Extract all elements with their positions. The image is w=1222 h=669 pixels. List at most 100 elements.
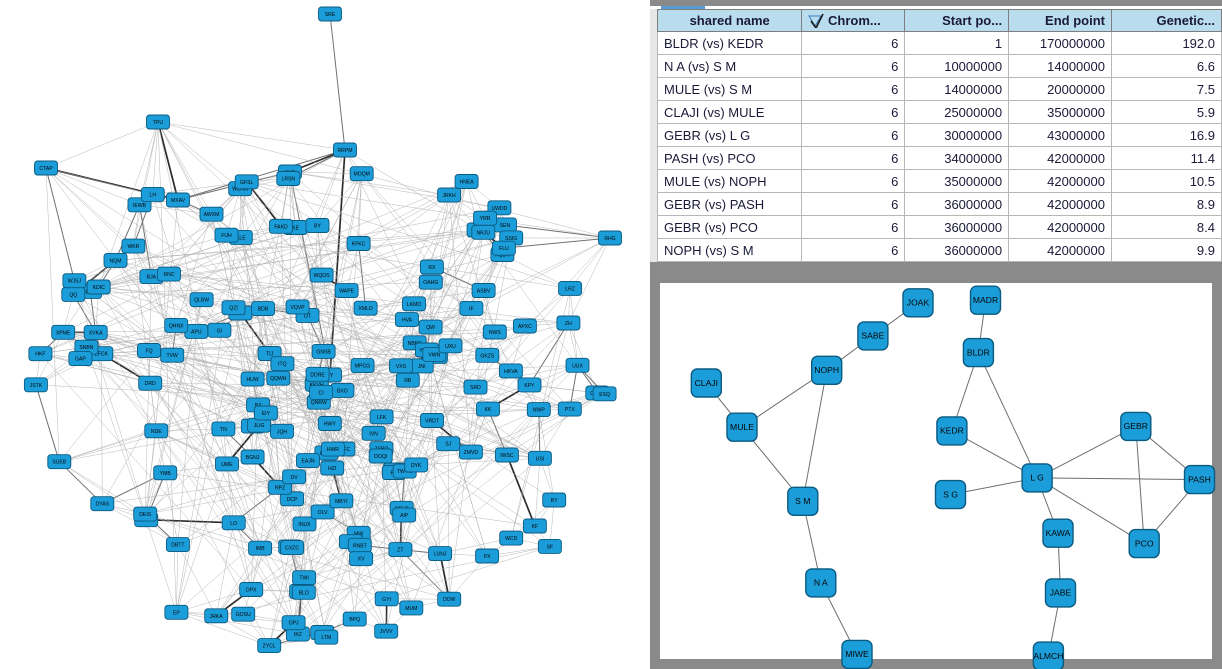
svg-text:LRZ: LRZ [565,286,575,292]
svg-text:ESQ: ESQ [599,392,610,398]
svg-text:OAHG: OAHG [423,280,438,286]
svg-text:AWXM: AWXM [204,212,220,218]
svg-text:TPU: TPU [153,120,164,126]
svg-text:JNI: JNI [418,364,426,370]
svg-text:HZI: HZI [328,466,336,472]
svg-text:QZI: QZI [229,306,238,312]
svg-text:JSTK: JSTK [30,383,43,389]
svg-text:UME: UME [221,462,233,468]
svg-text:DEIS: DEIS [139,512,151,518]
svg-text:DOW: DOW [443,597,456,603]
svg-text:XVKA: XVKA [89,330,103,336]
svg-text:VQVP: VQVP [291,305,306,311]
svg-text:LO: LO [230,521,237,527]
svg-text:FUH: FUH [221,233,232,239]
svg-text:SEN: SEN [500,223,511,229]
svg-text:YMB: YMB [160,471,172,477]
svg-text:HUW: HUW [247,377,259,383]
svg-text:LUNJ: LUNJ [434,552,447,558]
svg-text:KEDR: KEDR [940,426,964,436]
svg-text:VRDT: VRDT [425,419,439,425]
svg-text:FLU: FLU [499,246,509,252]
svg-text:BDB: BDB [258,307,269,313]
svg-text:KAWA: KAWA [1046,528,1071,538]
svg-text:WJSJ: WJSJ [68,279,82,285]
svg-text:DCP: DCP [287,497,298,503]
svg-text:DYAS: DYAS [96,502,110,508]
svg-text:HWR: HWR [327,447,339,453]
svg-text:BLO: BLO [299,590,309,596]
svg-text:APU: APU [191,329,202,335]
svg-text:CI: CI [319,390,324,396]
svg-text:IWSC: IWSC [500,453,514,459]
svg-text:JQH: JQH [277,429,288,435]
svg-text:WKR: WKR [127,244,139,250]
svg-text:JVVV: JVVV [380,629,393,635]
svg-text:MIWE: MIWE [845,649,869,659]
svg-text:IVN: IVN [369,431,378,437]
svg-text:L G: L G [1030,473,1044,483]
svg-text:CLAJI: CLAJI [695,378,718,388]
svg-text:MPCG: MPCG [355,364,370,370]
svg-text:KE: KE [292,226,299,232]
svg-text:BJA: BJA [147,275,157,281]
svg-text:TN: TN [220,427,227,433]
svg-text:YRR: YRR [480,216,491,222]
svg-text:NRJU: NRJU [477,230,491,236]
svg-text:S M: S M [795,496,810,506]
svg-text:LKMO: LKMO [407,302,421,308]
svg-text:NQM: NQM [110,258,122,264]
svg-text:JOAK: JOAK [907,298,930,308]
svg-text:RRPM: RRPM [338,148,353,154]
svg-text:PX: PX [484,554,491,560]
svg-text:XMLD: XMLD [359,306,373,312]
svg-text:MBYI: MBYI [335,499,347,505]
svg-text:NWS: NWS [489,330,501,336]
svg-text:DV: DV [291,475,299,481]
svg-text:GI: GI [217,328,222,334]
svg-text:LTM: LTM [321,635,331,641]
svg-text:MOQM: MOQM [353,172,369,178]
svg-text:IKZ: IKZ [294,632,302,638]
svg-text:GOSU: GOSU [236,612,251,618]
svg-text:KPY: KPY [524,383,535,389]
svg-text:EIY: EIY [262,411,271,417]
svg-text:BY: BY [551,498,558,504]
svg-text:SABE: SABE [861,331,884,341]
svg-text:ZYCL: ZYCL [263,644,276,650]
svg-text:RNBT: RNBT [353,543,367,549]
svg-text:WCD: WCD [505,536,517,542]
svg-text:ITQ: ITQ [278,362,287,368]
svg-text:MADR: MADR [973,295,998,305]
svg-text:IEWB: IEWB [133,203,147,209]
svg-text:DRD: DRD [145,381,156,387]
svg-text:AIP: AIP [400,513,409,519]
svg-text:USI: USI [536,456,545,462]
svg-text:DOQI: DOQI [374,454,387,460]
svg-text:SUEB: SUEB [52,460,66,466]
svg-text:OPJ: OPJ [289,621,299,627]
svg-text:MXAV: MXAV [171,198,186,204]
svg-text:XV: XV [358,557,365,563]
svg-text:DBTT: DBTT [171,543,184,549]
svg-text:WQOS: WQOS [314,273,331,279]
svg-text:ZH: ZH [565,321,572,327]
svg-text:KFKC: KFKC [352,242,366,248]
svg-text:QLBW: QLBW [194,298,209,304]
svg-text:NDE: NDE [151,429,162,435]
svg-text:CTAP: CTAP [39,166,53,172]
svg-text:GFSL: GFSL [240,180,253,186]
svg-text:IMB: IMB [256,546,266,552]
svg-text:JABE: JABE [1050,588,1072,598]
svg-text:DDRE: DDRE [310,372,325,378]
svg-text:KDIC: KDIC [93,285,105,291]
svg-text:NOPH: NOPH [814,365,839,375]
svg-text:WAPE: WAPE [339,289,354,295]
svg-text:QHNX: QHNX [169,323,184,329]
svg-text:GNSB: GNSB [316,349,331,355]
svg-text:N A: N A [814,578,828,588]
svg-text:ZMVD: ZMVD [464,450,479,456]
svg-text:MULE: MULE [730,422,754,432]
svg-text:XPME: XPME [56,330,71,336]
svg-text:BLDR: BLDR [967,347,990,357]
